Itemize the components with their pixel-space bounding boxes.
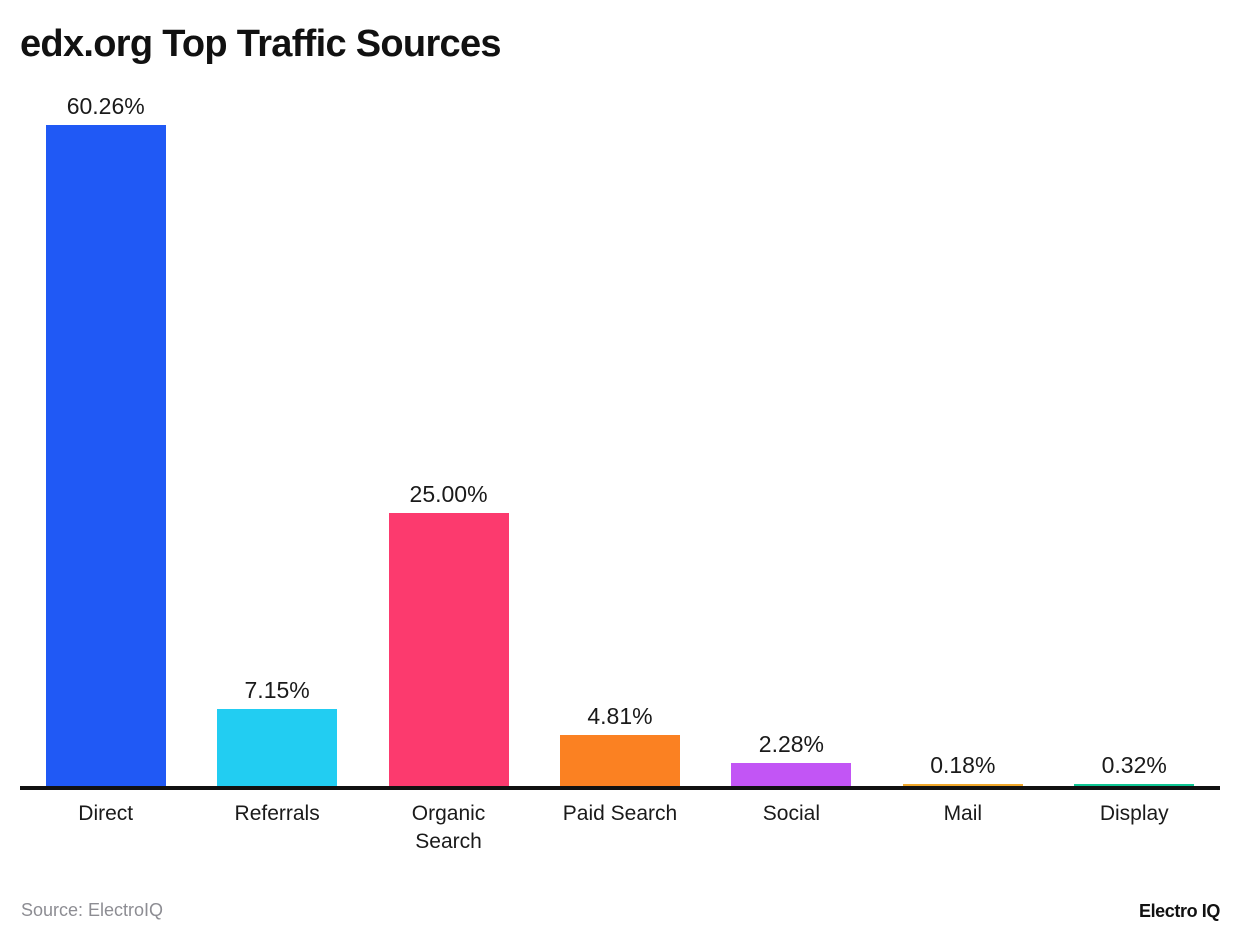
x-label-referrals: Referrals — [234, 802, 320, 825]
bar-series: 60.26% 7.15% 25.00% 4.81% 2.28% 0.18% 0.32% — [20, 88, 1220, 788]
bar-value-label: 4.81% — [587, 703, 653, 730]
bar-value-label: 60.26% — [66, 93, 145, 119]
x-axis-line — [20, 786, 1220, 790]
x-label-paid-search: Paid Search — [562, 802, 678, 825]
brand-logo: Electro IQ — [1138, 901, 1220, 921]
bar-referrals[interactable] — [217, 709, 338, 788]
x-label-direct: Direct — [78, 802, 134, 825]
bar-paid-search[interactable] — [559, 735, 680, 788]
bar-slot: 25.00% — [363, 88, 534, 788]
bar-social[interactable] — [731, 762, 852, 788]
bar-value-label: 2.28% — [758, 730, 824, 757]
x-axis-category-labels: Direct Referrals Organic Search Paid Search… — [20, 796, 1220, 856]
bar-direct[interactable] — [45, 125, 166, 788]
bar-slot: 60.26% — [20, 88, 191, 788]
chart-title: edx.org Top Traffic Sources — [20, 23, 502, 65]
bar-slot: 7.15% — [191, 88, 362, 788]
x-label-display: Display — [1099, 802, 1169, 825]
source-caption: Source: ElectroIQ — [21, 900, 164, 920]
bar-slot: 0.32% — [1049, 88, 1220, 788]
plot-area: 60.26% 7.15% 25.00% 4.81% 2.28% 0.18% 0.32% — [20, 88, 1220, 788]
bar-slot: 0.18% — [877, 88, 1048, 788]
x-label-organic-search: Organic Search — [411, 802, 486, 853]
bar-value-label: 25.00% — [409, 480, 488, 507]
bar-value-label: 0.32% — [1101, 752, 1167, 778]
bar-slot: 2.28% — [706, 88, 877, 788]
x-label-social: Social — [762, 802, 820, 825]
x-label-mail: Mail — [943, 802, 983, 825]
bar-value-label: 7.15% — [244, 677, 310, 704]
bar-value-label: 0.18% — [930, 752, 996, 778]
bar-slot: 4.81% — [534, 88, 705, 788]
bar-organic-search[interactable] — [388, 512, 509, 788]
